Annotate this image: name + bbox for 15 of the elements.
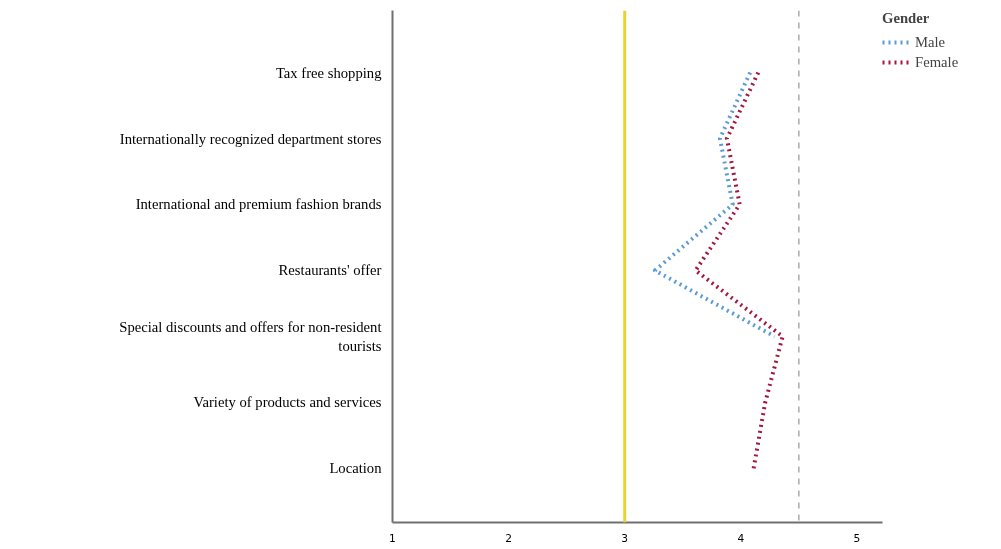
x-tick-label: 1: [389, 531, 396, 545]
y-tick-label: Special discounts and offers for non-resident tourists: [119, 318, 382, 355]
y-tick-label: Internationally recognized department stores: [119, 130, 382, 147]
y-tick-label: International and premium fashion brands: [135, 196, 382, 213]
x-tick-label: 5: [853, 531, 861, 545]
legend-label: Female: [915, 53, 959, 71]
x-tick-label: 3: [621, 531, 629, 545]
y-tick-label: Location: [329, 460, 383, 477]
legend-title: Gender: [882, 10, 931, 27]
y-tick-label: Restaurants' offer: [278, 262, 382, 279]
y-tick-label: Tax free shopping: [275, 64, 383, 81]
x-tick-label: 2: [505, 531, 513, 545]
y-tick-label: Variety of products and services: [193, 394, 382, 411]
x-tick-label: 4: [737, 531, 745, 545]
legend-label: Male: [915, 33, 946, 51]
